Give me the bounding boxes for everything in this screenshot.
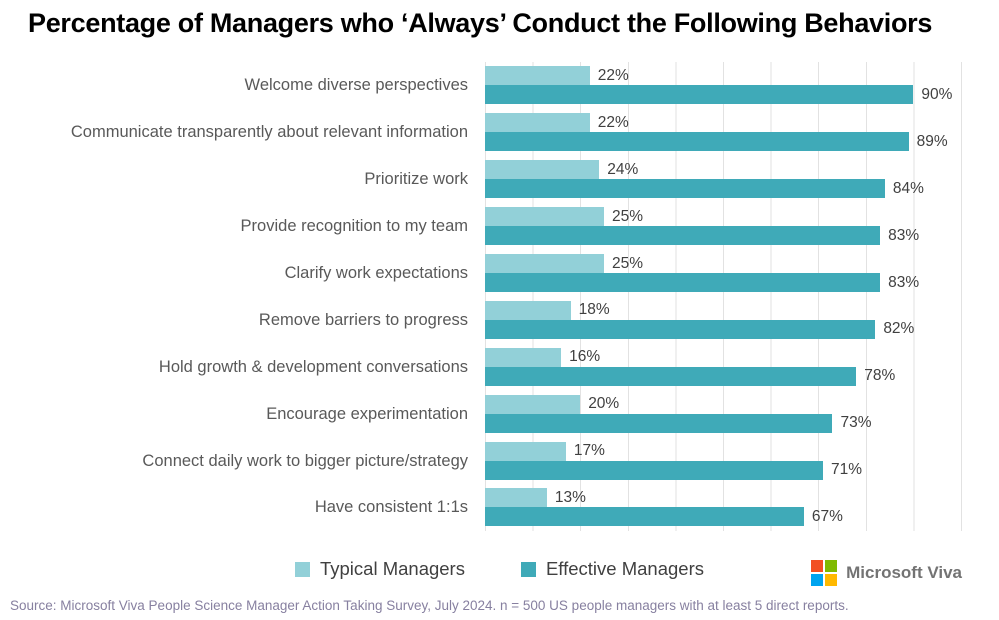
chart-title: Percentage of Managers who ‘Always’ Cond…	[28, 8, 933, 38]
typical-bar	[485, 300, 571, 320]
bar-group: 16% 78%	[485, 343, 999, 390]
legend-label-effective: Effective Managers	[545, 558, 704, 579]
effective-value-label: 71%	[830, 461, 862, 479]
category-label: Communicate transparently about relevant…	[70, 123, 468, 142]
effective-bar	[485, 85, 914, 105]
effective-bar	[485, 273, 881, 292]
typical-value-label: 22%	[597, 113, 629, 131]
bar-group: 24% 84%	[485, 156, 999, 203]
category-label: Provide recognition to my team	[240, 217, 468, 236]
typical-bar	[485, 254, 604, 273]
effective-bar	[485, 460, 823, 480]
effective-bar	[485, 179, 885, 199]
logo-square-red	[811, 560, 824, 572]
category-label: Encourage experimentation	[266, 404, 468, 423]
chart-row: Connect daily work to bigger picture/str…	[0, 437, 999, 484]
typical-value-label: 22%	[597, 66, 629, 84]
bar-group: 25% 83%	[485, 203, 999, 250]
typical-value-label: 16%	[569, 348, 601, 366]
category-label: Have consistent 1:1s	[314, 498, 468, 517]
bar-group: 22% 89%	[485, 109, 999, 156]
bar-group: 22% 90%	[485, 62, 999, 109]
effective-value-label: 73%	[840, 414, 872, 432]
logo-square-blue	[811, 574, 824, 586]
bar-group: 18% 82%	[485, 296, 999, 343]
chart-row: Encourage experimentation 20% 73%	[0, 390, 999, 437]
category-label: Prioritize work	[364, 170, 468, 189]
logo-square-yellow	[825, 574, 838, 586]
typical-value-label: 13%	[554, 488, 586, 506]
effective-swatch-icon	[520, 561, 536, 577]
effective-value-label: 82%	[883, 320, 915, 338]
logo-square-green	[825, 560, 838, 572]
typical-value-label: 25%	[612, 207, 644, 225]
typical-value-label: 17%	[573, 442, 605, 460]
category-label: Clarify work expectations	[284, 263, 468, 282]
effective-value-label: 84%	[892, 179, 924, 197]
source-note: Source: Microsoft Viva People Science Ma…	[10, 598, 849, 613]
chart-row: Clarify work expectations 25% 83%	[0, 250, 999, 297]
typical-value-label: 18%	[578, 301, 610, 319]
chart-row: Hold growth & development conversations …	[0, 343, 999, 390]
chart-row: Remove barriers to progress 18% 82%	[0, 296, 999, 343]
microsoft-logo-icon	[811, 560, 838, 586]
typical-swatch-icon	[294, 561, 310, 577]
legend-item-typical: Typical Managers	[294, 558, 465, 580]
legend-item-effective: Effective Managers	[520, 558, 704, 580]
chart-row: Communicate transparently about relevant…	[0, 109, 999, 156]
microsoft-viva-branding: Microsoft Viva	[811, 560, 962, 586]
effective-bar	[485, 132, 909, 152]
effective-bar	[485, 413, 833, 433]
chart-row: Prioritize work 24% 84%	[0, 156, 999, 203]
category-label: Connect daily work to bigger picture/str…	[142, 451, 468, 470]
bar-group: 17% 71%	[485, 437, 999, 484]
effective-value-label: 90%	[921, 85, 953, 103]
category-label: Hold growth & development conversations	[158, 357, 468, 376]
typical-bar	[485, 394, 581, 414]
typical-value-label: 25%	[612, 254, 644, 272]
microsoft-viva-wordmark: Microsoft Viva	[846, 563, 962, 582]
typical-bar	[485, 113, 590, 133]
chart-row: Have consistent 1:1s 13% 67%	[0, 484, 999, 531]
bar-group: 20% 73%	[485, 390, 999, 437]
legend: Typical Managers Effective Managers	[0, 558, 999, 580]
effective-bar	[485, 366, 857, 386]
category-label: Welcome diverse perspectives	[244, 76, 468, 95]
effective-bar	[485, 507, 804, 527]
effective-value-label: 83%	[888, 226, 920, 244]
category-label: Remove barriers to progress	[258, 310, 468, 329]
typical-bar	[485, 441, 566, 461]
bar-group: 13% 67%	[485, 484, 999, 531]
bar-group: 25% 83%	[485, 250, 999, 297]
typical-bar	[485, 347, 562, 367]
chart-row: Provide recognition to my team 25% 83%	[0, 203, 999, 250]
typical-value-label: 24%	[607, 160, 639, 178]
effective-bar	[485, 226, 881, 246]
typical-bar	[485, 488, 547, 508]
typical-bar	[485, 160, 600, 180]
bar-chart: Welcome diverse perspectives 22% 90% Com…	[0, 62, 999, 531]
effective-value-label: 78%	[864, 367, 896, 385]
typical-bar	[485, 66, 590, 86]
effective-value-label: 67%	[811, 507, 843, 525]
legend-label-typical: Typical Managers	[319, 558, 465, 579]
effective-bar	[485, 319, 876, 339]
chart-row: Welcome diverse perspectives 22% 90%	[0, 62, 999, 109]
effective-value-label: 83%	[888, 273, 920, 291]
typical-value-label: 20%	[588, 395, 620, 413]
effective-value-label: 89%	[916, 132, 948, 150]
typical-bar	[485, 207, 604, 227]
